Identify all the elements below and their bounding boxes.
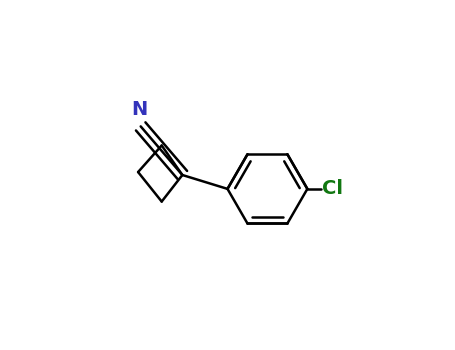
Text: Cl: Cl xyxy=(322,180,343,198)
Text: N: N xyxy=(131,100,147,119)
